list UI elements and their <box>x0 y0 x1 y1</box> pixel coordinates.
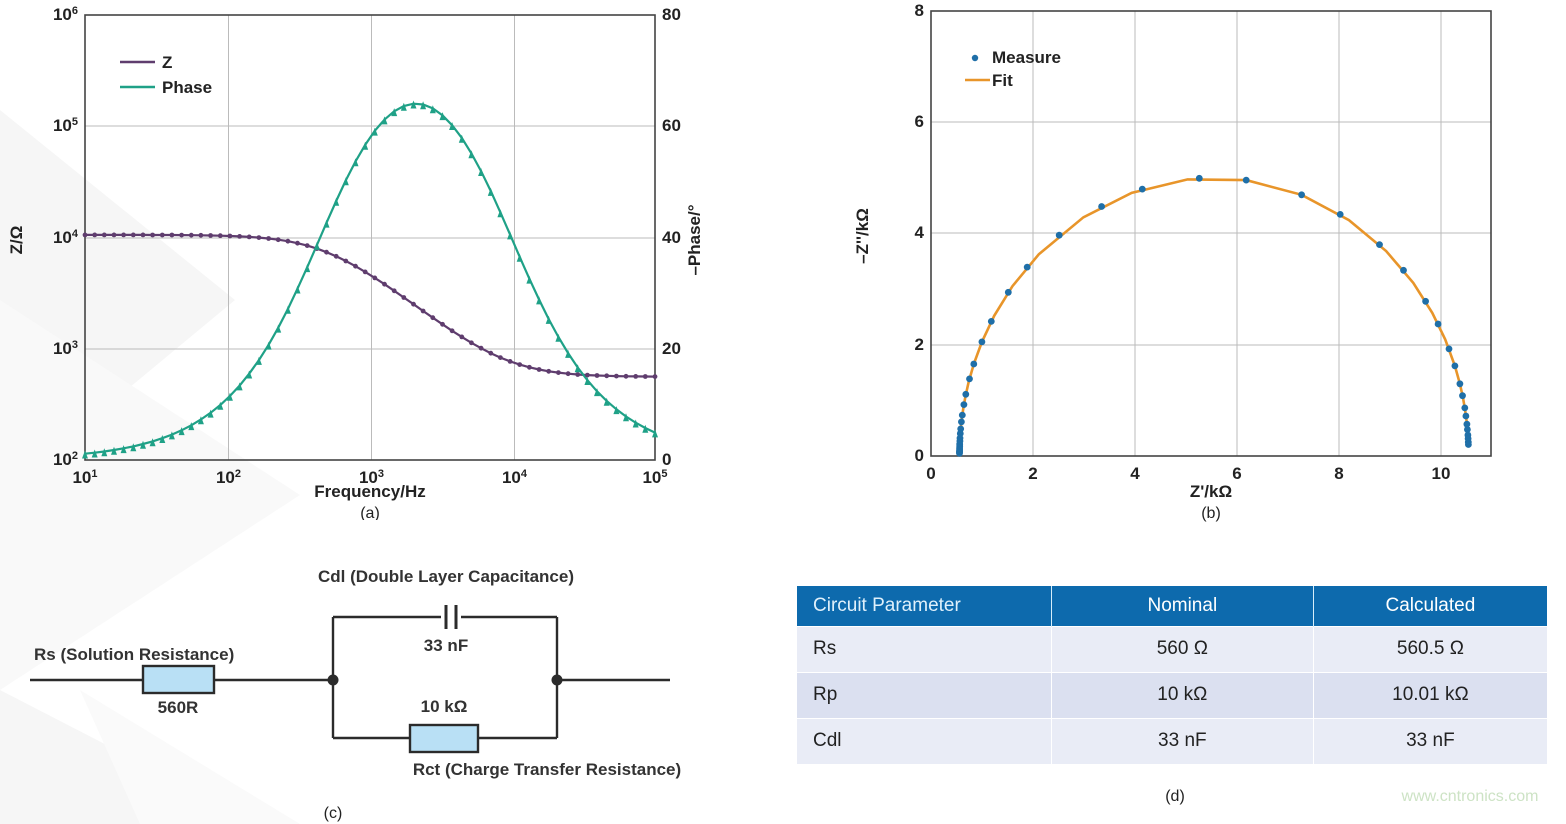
svg-text:Z'/kΩ: Z'/kΩ <box>1190 482 1232 501</box>
svg-text:560R: 560R <box>158 698 199 717</box>
svg-text:Measure: Measure <box>992 48 1061 67</box>
svg-text:33 nF: 33 nF <box>424 636 468 655</box>
svg-text:10: 10 <box>1432 464 1451 483</box>
svg-text:4: 4 <box>1130 464 1140 483</box>
svg-text:Rct (Charge Transfer Resistanc: Rct (Charge Transfer Resistance) <box>413 760 681 779</box>
svg-text:6: 6 <box>1232 464 1241 483</box>
svg-text:0: 0 <box>915 446 924 465</box>
svg-text:6: 6 <box>915 112 924 131</box>
svg-text:(c): (c) <box>324 805 343 822</box>
svg-text:4: 4 <box>915 223 925 242</box>
svg-text:0: 0 <box>926 464 935 483</box>
svg-text:(b): (b) <box>1201 505 1221 522</box>
svg-text:8: 8 <box>1334 464 1343 483</box>
svg-text:8: 8 <box>915 1 924 20</box>
svg-text:Cdl (Double Layer Capacitance): Cdl (Double Layer Capacitance) <box>318 567 574 586</box>
svg-text:Fit: Fit <box>992 71 1013 90</box>
svg-text:–Z''/kΩ: –Z''/kΩ <box>853 208 872 264</box>
svg-text:10 kΩ: 10 kΩ <box>421 697 468 716</box>
svg-text:2: 2 <box>915 335 924 354</box>
svg-text:2: 2 <box>1028 464 1037 483</box>
svg-text:Rs (Solution Resistance): Rs (Solution Resistance) <box>34 645 234 664</box>
